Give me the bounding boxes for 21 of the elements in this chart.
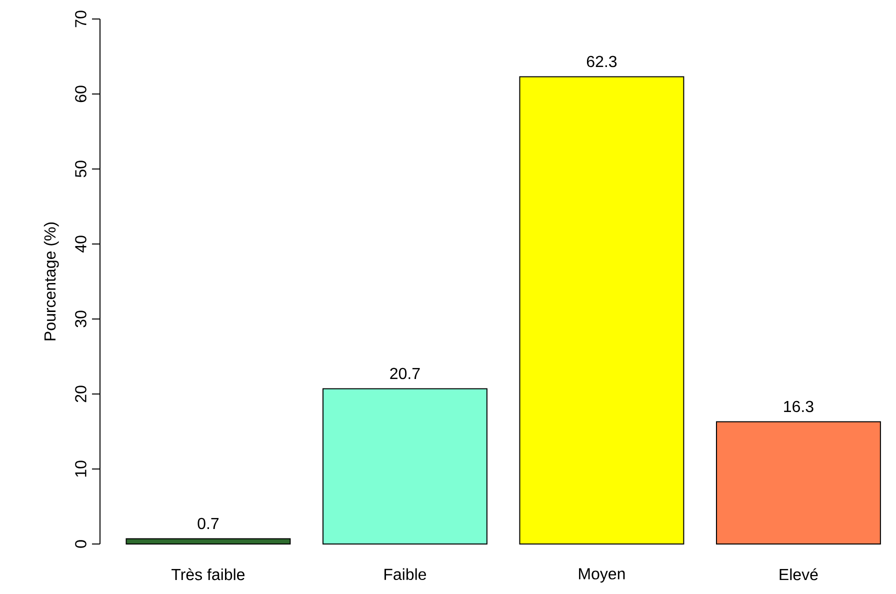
x-tick-label: Moyen xyxy=(579,568,625,583)
y-tick-label: 20 xyxy=(75,386,86,402)
data-label: 62.3 xyxy=(586,56,617,68)
y-tick-label: 0 xyxy=(75,540,86,548)
data-label: 0.7 xyxy=(198,518,219,530)
x-tick-label: Faible xyxy=(384,568,426,580)
y-tick-label: 30 xyxy=(75,310,86,328)
y-tick-label: 70 xyxy=(75,10,86,28)
y-tick-label: 60 xyxy=(75,86,86,102)
bar xyxy=(322,388,488,544)
bar xyxy=(519,76,684,544)
bar xyxy=(716,421,881,544)
x-tick-label: Très faible xyxy=(172,568,245,580)
y-tick-label: 50 xyxy=(75,160,86,178)
data-label: 16.3 xyxy=(784,400,814,412)
x-tick-label: Elevé xyxy=(780,568,818,580)
y-tick-label: 10 xyxy=(75,460,86,477)
bar xyxy=(126,538,291,544)
data-label: 20.7 xyxy=(390,368,420,380)
y-axis-title: Pourcentage (%) xyxy=(44,222,59,340)
y-tick-label: 40 xyxy=(75,236,86,253)
